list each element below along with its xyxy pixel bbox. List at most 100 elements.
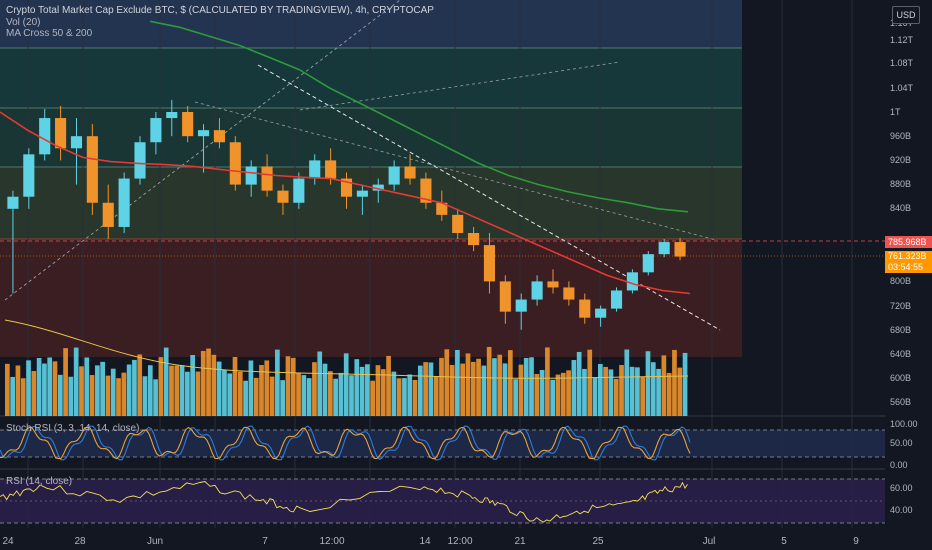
candle-body [420,178,432,203]
volume-bar [624,349,630,416]
volume-bar [666,372,672,416]
candle-body [118,178,130,227]
volume-bar [10,376,15,416]
zone-dark-teal [0,108,742,167]
stoch-rsi-pane [0,425,885,461]
volume-bar [370,380,376,416]
price-axis: 1.16T1.12T1.08T1.04T1T960B920B880B840B80… [885,0,932,550]
volume-bar [619,365,624,416]
stoch-tick-label: 0.00 [890,460,908,470]
countdown-tag: 03:54:55 [885,262,932,273]
volume-bar [200,350,206,416]
volume-bar [492,358,497,416]
volume-bar [412,379,418,416]
ma-legend: MA Cross 50 & 200 [6,28,93,39]
volume-bar [232,356,238,416]
volume-bar [439,357,444,416]
candle-body [261,166,273,191]
candle-body [39,118,51,155]
volume-bar [460,363,466,416]
volume-bar [248,360,254,416]
volume-bar [338,372,344,416]
volume-bar [428,362,434,416]
candle-body [134,142,146,179]
time-tick-label: 28 [74,536,86,547]
volume-bar [380,369,386,416]
volume-bar [545,347,550,416]
volume-bar [672,349,677,416]
volume-bar [550,379,556,416]
volume-bar [470,361,476,416]
volume-bar [110,368,116,416]
price-tick-label: 1.12T [890,35,914,45]
rsi-legend: RSI (14, close) [6,476,73,487]
volume-bar [20,378,26,416]
candle-body [166,112,178,119]
candle-body [579,299,591,318]
rsi-band [0,479,885,523]
time-tick-label: 5 [781,536,787,547]
volume-bar [137,354,143,416]
volume-bar [645,351,651,416]
price-tick-label: 600B [890,373,911,383]
last-price-tag: 761.323B [885,251,932,262]
time-tick-label: 12:00 [447,536,472,547]
candle-body [452,214,464,233]
candle-body [658,242,670,255]
candle-body [325,160,337,179]
volume-bar [312,362,317,416]
price-tick-label: 1.08T [890,58,914,68]
volume-bar [571,360,577,416]
volume-bar [57,374,63,416]
volume-bar [576,351,582,416]
volume-bar [36,357,42,416]
candle-body [404,166,416,179]
volume-bar [343,353,349,416]
candle-body [150,118,162,143]
resistance-price-tag: 785.968B [885,236,932,248]
price-tick-label: 880B [890,179,911,189]
volume-bar [513,379,518,416]
volume-bar [317,351,323,416]
volume-bar [333,378,338,416]
price-tick-label: 1.04T [890,83,914,93]
candle-body [293,178,305,203]
volume-bars [4,319,689,416]
ma50-line [0,111,691,295]
volume-bar [68,376,74,416]
volume-bar [534,373,540,416]
volume-bar [105,375,111,416]
volume-bar [275,349,280,416]
candle-body [182,112,194,137]
candle-body [55,118,67,149]
candle-body [388,166,400,185]
candle-body [229,142,241,185]
volume-bar [635,367,640,416]
price-axis-background [885,0,932,550]
stoch-legend: Stoch RSI (3, 3, 14, 14, close) [6,423,140,434]
stoch-tick-label: 100.00 [890,419,918,429]
volume-bar [285,356,291,416]
volume-bar [433,376,439,416]
candle-body [563,287,575,300]
volume-bar [465,353,471,416]
price-tick-label: 680B [890,325,911,335]
volume-bar [682,352,688,416]
volume-bar [195,371,201,416]
volume-bar [301,375,307,416]
volume-bar [529,357,534,416]
zone-blue [0,0,742,48]
volume-bar [269,376,275,416]
volume-bar [365,364,370,416]
time-axis: 24 28 Jun 7 12:00 14 12:00 21 25 Jul 5 9 [0,528,932,550]
volume-bar [158,357,164,416]
candle-body [610,290,623,309]
volume-bar [656,368,661,416]
volume-bar [359,366,365,416]
price-tick-label: 640B [890,349,911,359]
volume-bar [259,365,264,416]
volume-bar [391,371,397,416]
currency-button[interactable]: USD [892,6,920,24]
candle-body [626,272,638,291]
